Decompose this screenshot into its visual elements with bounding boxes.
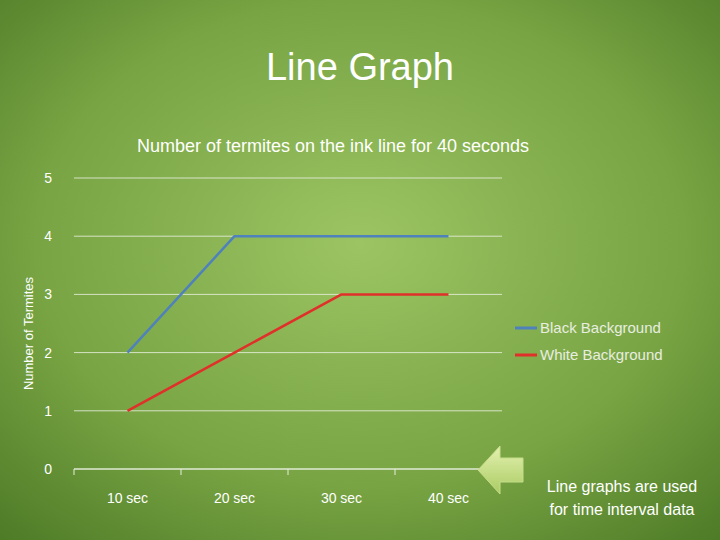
- grid-line: [74, 410, 502, 411]
- x-tick-label: 40 sec: [428, 490, 469, 506]
- legend-label: Black Background: [540, 319, 661, 336]
- grid-line: [74, 352, 502, 353]
- x-tick-label: 30 sec: [321, 490, 362, 506]
- y-tick-label: 3: [44, 286, 52, 302]
- y-tick-label: 1: [44, 403, 52, 419]
- annotation: Line graphs are used: [547, 478, 697, 495]
- plot-area: [128, 236, 449, 411]
- arrow: [478, 446, 523, 494]
- category-divider: [74, 469, 75, 475]
- title: Line Graph: [266, 46, 454, 88]
- background: [0, 0, 720, 540]
- y-tick-label: 4: [44, 228, 52, 244]
- category-divider: [395, 469, 396, 475]
- y-axis-label: Number of Termites: [21, 276, 36, 390]
- subtitle: Number of termites on the ink line for 4…: [137, 136, 529, 156]
- category-divider: [288, 469, 289, 475]
- grid-line: [74, 178, 502, 179]
- y-tick-label: 2: [44, 345, 52, 361]
- y-tick-label: 5: [44, 170, 52, 186]
- x-tick-label: 20 sec: [214, 490, 255, 506]
- slide: Line Graph Number of termites on the ink …: [0, 0, 720, 540]
- legend-swatch: [515, 327, 537, 330]
- y-tick-label: 0: [44, 461, 52, 477]
- series-line: [128, 294, 449, 410]
- category-divider: [181, 469, 182, 475]
- x-tick-label: 10 sec: [107, 490, 148, 506]
- legend-swatch: [515, 354, 537, 357]
- annotation: for time interval data: [550, 501, 695, 518]
- legend-label: White Background: [540, 346, 663, 363]
